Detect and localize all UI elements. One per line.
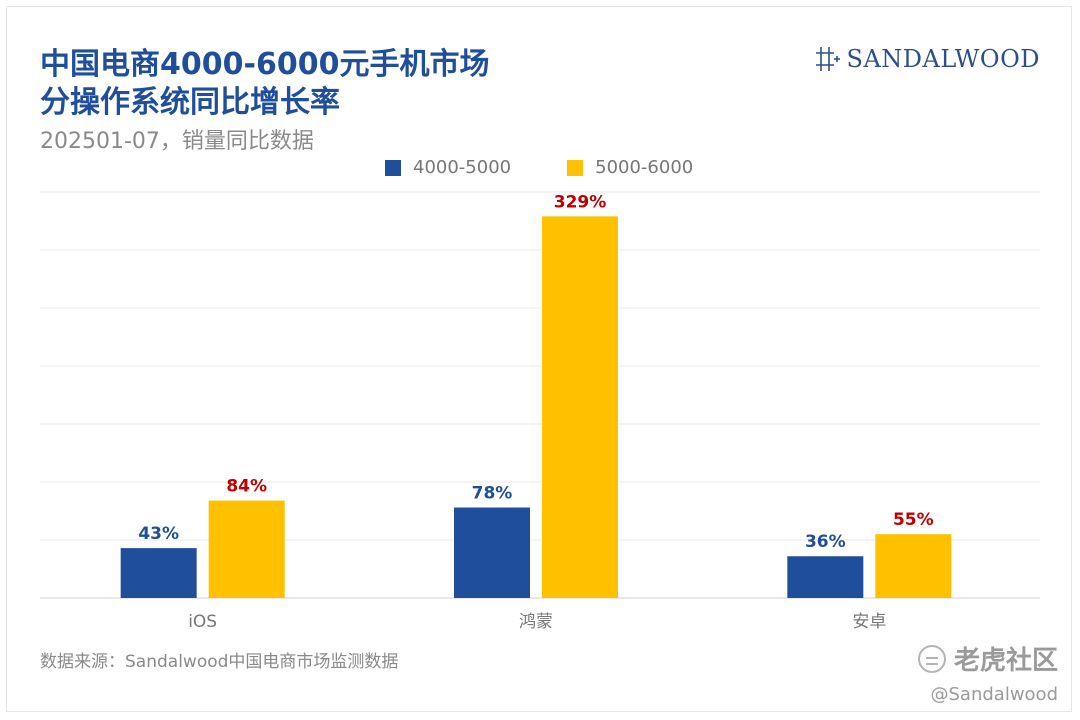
legend-swatch-series-2 <box>567 159 584 176</box>
legend-label-series-2: 5000-6000 <box>595 157 694 178</box>
legend-swatch-series-1 <box>385 159 401 176</box>
bar-2-3 <box>875 534 952 598</box>
bar-1-2 <box>454 507 530 598</box>
sandalwood-mark-icon <box>815 47 840 71</box>
brand-logo: SANDALWOOD <box>815 44 1040 74</box>
bar-1-1 <box>120 548 197 598</box>
x-tick-label: 安卓 <box>852 612 886 632</box>
legend-item-series-2: 5000-6000 <box>567 157 693 178</box>
bar-1-3 <box>787 556 864 598</box>
chart-subtitle: 202501-07，销量同比数据 <box>40 129 314 154</box>
x-tick-label: 鸿蒙 <box>519 612 553 632</box>
data-label: 329% <box>554 192 607 212</box>
tiger-community-icon <box>917 644 946 673</box>
data-source-note: 数据来源：Sandalwood中国电商市场监测数据 <box>40 652 399 672</box>
legend-label-series-1: 4000-5000 <box>413 157 512 178</box>
bar-chart: 43% 84% iOS 78% 329% 鸿蒙 36% 55% 安卓 <box>40 191 1040 632</box>
watermark-text: 老虎社区 <box>953 646 1058 676</box>
bar-2-2 <box>542 216 618 599</box>
x-tick-label: iOS <box>188 612 217 632</box>
data-label: 84% <box>226 477 267 497</box>
data-label: 78% <box>472 484 513 504</box>
data-label: 36% <box>805 532 846 552</box>
chart-title: 中国电商4000-6000元手机市场 分操作系统同比增长率 <box>40 47 490 120</box>
bar-2-1 <box>208 500 285 598</box>
chart-frame <box>6 6 1072 712</box>
watermark: 老虎社区 <box>917 640 1058 677</box>
brand-name: SANDALWOOD <box>846 45 1040 73</box>
legend-item-series-1: 4000-5000 <box>385 157 511 178</box>
data-label: 55% <box>893 510 934 530</box>
watermark-handle: @Sandalwood <box>930 684 1059 705</box>
data-label: 43% <box>138 524 179 544</box>
chart-legend: 4000-5000 5000-6000 <box>385 157 693 178</box>
